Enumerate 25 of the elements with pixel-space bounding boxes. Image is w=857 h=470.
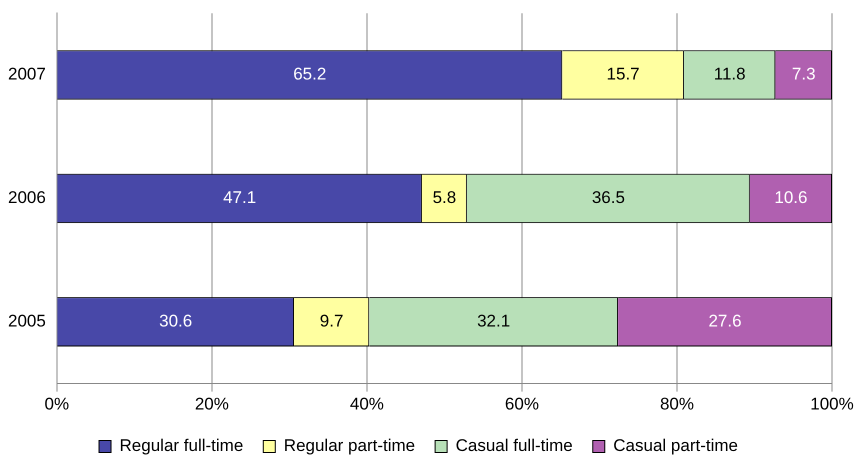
data-label: 7.3 <box>792 64 816 84</box>
y-tick-label: 2007 <box>8 64 46 84</box>
x-tick-label: 20% <box>194 394 229 414</box>
x-tick-label: 0% <box>44 394 70 414</box>
data-label: 15.7 <box>606 64 640 84</box>
x-tick-label: 60% <box>504 394 539 414</box>
x-tick-label: 100% <box>810 394 854 414</box>
data-label: 32.1 <box>477 312 510 331</box>
data-label: 65.2 <box>293 64 326 84</box>
data-label: 30.6 <box>159 312 192 331</box>
legend-label: Casual part-time <box>613 436 738 456</box>
data-label: 10.6 <box>774 188 808 208</box>
data-label: 36.5 <box>592 188 625 208</box>
data-label: 5.8 <box>432 188 456 208</box>
data-label: 9.7 <box>320 312 344 331</box>
data-label: 11.8 <box>714 64 746 84</box>
legend-label: Regular full-time <box>120 436 244 456</box>
legend-label: Casual full-time <box>456 436 573 456</box>
y-tick-label: 2005 <box>8 312 46 331</box>
legend-label: Regular part-time <box>284 436 416 456</box>
y-tick-label: 2006 <box>8 188 46 208</box>
data-label: 27.6 <box>708 312 742 331</box>
data-label: 47.1 <box>223 188 256 208</box>
x-tick-label: 80% <box>660 394 694 414</box>
x-tick-label: 40% <box>350 394 384 414</box>
